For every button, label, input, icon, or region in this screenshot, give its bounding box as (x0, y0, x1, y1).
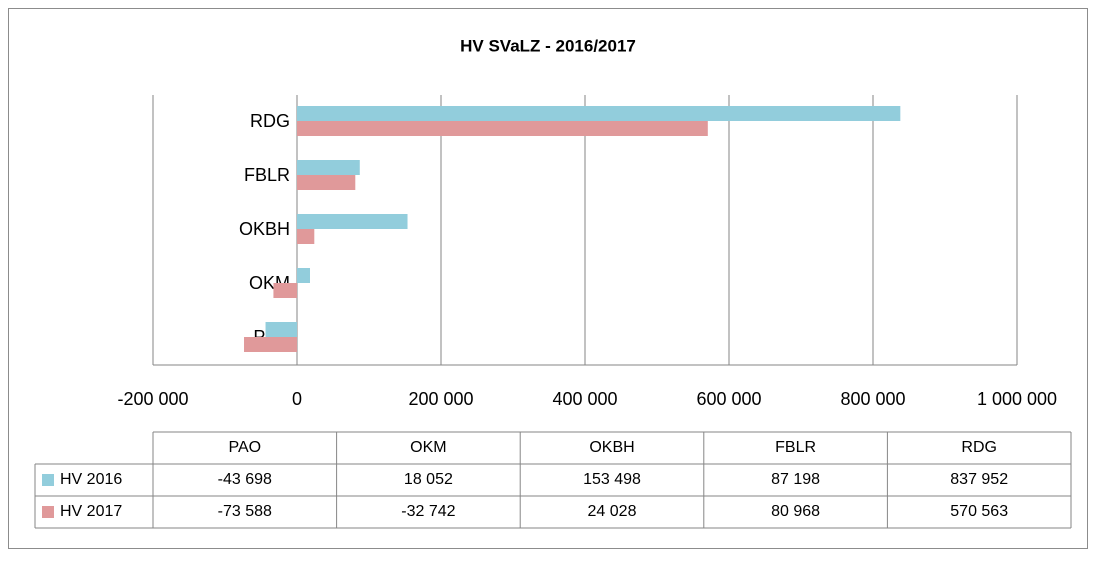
y-tick-label: RDG (250, 111, 290, 131)
y-tick-label: FBLR (244, 165, 290, 185)
table-header: RDG (961, 439, 997, 456)
bar (297, 229, 315, 244)
table-cell: 837 952 (950, 471, 1008, 488)
x-tick-label: 600 000 (696, 389, 761, 409)
legend-key (42, 474, 54, 486)
x-tick-label: 200 000 (408, 389, 473, 409)
table-cell: -73 588 (218, 503, 272, 520)
table-header: OKM (410, 439, 446, 456)
table-cell: 570 563 (950, 503, 1008, 520)
chart-title: HV SVaLZ - 2016/2017 (460, 36, 636, 55)
table-cell: 87 198 (771, 471, 820, 488)
y-tick-label: OKBH (239, 219, 290, 239)
table-header: OKBH (589, 439, 634, 456)
table-cell: -32 742 (401, 503, 455, 520)
chart-frame (8, 8, 1088, 549)
table-cell: 80 968 (771, 503, 820, 520)
legend-key (42, 506, 54, 518)
bar (244, 337, 297, 352)
bar (297, 175, 356, 190)
table-cell: 24 028 (588, 503, 637, 520)
bar (297, 160, 360, 175)
x-tick-label: -200 000 (117, 389, 188, 409)
bar (297, 121, 708, 136)
table-cell: -43 698 (218, 471, 272, 488)
bar (265, 322, 297, 337)
bar (297, 214, 408, 229)
bar (273, 283, 297, 298)
bar (297, 106, 901, 121)
x-tick-label: 1 000 000 (977, 389, 1057, 409)
legend-label: HV 2016 (60, 471, 122, 488)
bar (297, 268, 310, 283)
table-cell: 18 052 (404, 471, 453, 488)
legend-label: HV 2017 (60, 503, 122, 520)
table-header: PAO (228, 439, 261, 456)
x-tick-label: 800 000 (840, 389, 905, 409)
x-tick-label: 400 000 (552, 389, 617, 409)
table-header: FBLR (775, 439, 816, 456)
table-cell: 153 498 (583, 471, 641, 488)
x-tick-label: 0 (292, 389, 302, 409)
